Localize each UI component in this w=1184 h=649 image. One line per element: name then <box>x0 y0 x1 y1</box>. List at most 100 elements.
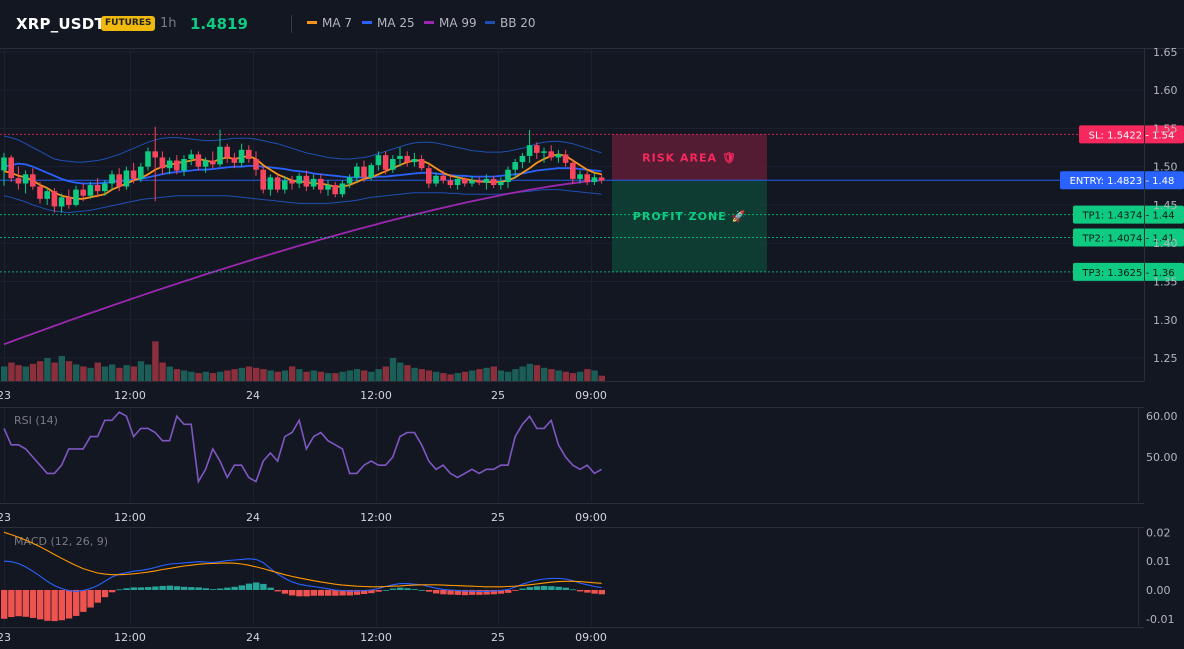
profit-zone[interactable] <box>612 180 767 272</box>
level-tag-sl[interactable] <box>1079 125 1184 144</box>
candle-body[interactable] <box>152 151 158 158</box>
candle-body[interactable] <box>253 159 259 170</box>
candle-body[interactable] <box>555 154 562 158</box>
legend-bb20[interactable]: BB 20 <box>485 0 536 46</box>
candle-body[interactable] <box>1 157 7 171</box>
risk-area-zone[interactable] <box>612 134 767 181</box>
candle-body[interactable] <box>274 177 281 190</box>
candle-body[interactable] <box>73 189 79 205</box>
candle-body[interactable] <box>282 180 288 190</box>
candle-body[interactable] <box>476 180 482 183</box>
candle-body[interactable] <box>354 166 360 178</box>
candle-body[interactable] <box>102 183 108 192</box>
candle-body[interactable] <box>289 180 295 184</box>
candle-body[interactable] <box>382 155 389 170</box>
candle-body[interactable] <box>145 151 151 167</box>
candle-body[interactable] <box>66 197 72 205</box>
legend-ma25[interactable]: MA 25 <box>362 0 415 46</box>
candle-body[interactable] <box>562 154 569 163</box>
candle-body[interactable] <box>303 175 310 187</box>
candle-body[interactable] <box>397 155 403 159</box>
candle-body[interactable] <box>361 166 367 178</box>
candle-body[interactable] <box>433 175 439 184</box>
candle-body[interactable] <box>440 175 446 181</box>
candle-body[interactable] <box>267 177 274 190</box>
candle-body[interactable] <box>519 155 526 163</box>
candle-body[interactable] <box>296 175 302 184</box>
candle-body[interactable] <box>123 170 130 187</box>
candle-body[interactable] <box>332 185 338 195</box>
candle-body[interactable] <box>166 160 173 169</box>
level-tag-tp1[interactable] <box>1073 205 1184 224</box>
candle-body[interactable] <box>541 151 547 153</box>
candle-body[interactable] <box>30 174 36 187</box>
candle-body[interactable] <box>598 177 605 181</box>
level-tag-tp2[interactable] <box>1073 228 1184 247</box>
candle-body[interactable] <box>368 165 374 178</box>
candle-body[interactable] <box>469 180 475 184</box>
candle-body[interactable] <box>210 160 216 165</box>
macd-pane[interactable]: MACD (12, 26, 9) <box>1 531 605 622</box>
candle-body[interactable] <box>238 149 245 163</box>
candle-body[interactable] <box>51 191 58 207</box>
candle-body[interactable] <box>246 149 252 159</box>
candle-body[interactable] <box>44 191 50 199</box>
candle-body[interactable] <box>526 145 533 156</box>
candle-body[interactable] <box>577 174 583 179</box>
candle-body[interactable] <box>87 185 94 196</box>
candle-body[interactable] <box>80 189 86 196</box>
candle-body[interactable] <box>498 181 504 186</box>
candle-body[interactable] <box>483 178 490 183</box>
candle-body[interactable] <box>22 174 29 184</box>
candle-body[interactable] <box>404 155 410 163</box>
candle-body[interactable] <box>418 159 425 169</box>
candle-body[interactable] <box>159 157 166 169</box>
level-tag-tp3[interactable] <box>1073 262 1184 281</box>
candle-body[interactable] <box>411 159 418 163</box>
candle-body[interactable] <box>512 162 518 170</box>
candle-body[interactable] <box>390 159 396 170</box>
candle-body[interactable] <box>346 177 353 184</box>
candle-body[interactable] <box>8 157 14 179</box>
level-tag-entry[interactable] <box>1060 171 1184 190</box>
candle-body[interactable] <box>138 166 144 179</box>
candle-body[interactable] <box>202 160 209 167</box>
candle-body[interactable] <box>534 145 540 153</box>
candle-body[interactable] <box>375 155 382 166</box>
candle-body[interactable] <box>591 177 598 182</box>
candle-body[interactable] <box>94 185 101 192</box>
candle-body[interactable] <box>548 151 554 158</box>
candle-body[interactable] <box>260 169 266 190</box>
candle-body[interactable] <box>116 174 122 187</box>
candle-body[interactable] <box>462 178 468 184</box>
candle-body[interactable] <box>505 169 511 182</box>
rsi-pane[interactable]: RSI (14) <box>3 411 602 485</box>
candle-body[interactable] <box>130 170 137 179</box>
candle-body[interactable] <box>318 178 324 190</box>
candle-body[interactable] <box>174 160 180 171</box>
candle-body[interactable] <box>447 180 454 186</box>
candle-body[interactable] <box>195 154 202 167</box>
price-pane[interactable]: RISK AREA 🛡 PROFIT ZONE 🚀 SL: 1.5422 - 1.5… <box>0 125 1184 381</box>
candle-body[interactable] <box>217 146 223 165</box>
candle-body[interactable] <box>454 178 461 186</box>
candle-body[interactable] <box>224 146 230 158</box>
symbol-label[interactable]: XRP_USDT <box>16 15 105 33</box>
candle-body[interactable] <box>109 174 115 184</box>
legend-ma7[interactable]: MA 7 <box>307 0 352 46</box>
candle-body[interactable] <box>325 185 331 190</box>
legend-ma99[interactable]: MA 99 <box>424 0 477 46</box>
candle-body[interactable] <box>188 154 194 159</box>
interval-label[interactable]: 1h <box>160 16 177 31</box>
candle-body[interactable] <box>339 183 346 195</box>
candle-body[interactable] <box>37 186 43 199</box>
candle-body[interactable] <box>426 168 432 184</box>
candle-body[interactable] <box>181 159 187 171</box>
candle-body[interactable] <box>584 174 590 182</box>
candle-body[interactable] <box>231 157 238 163</box>
candle-body[interactable] <box>310 178 317 187</box>
candle-body[interactable] <box>15 178 22 184</box>
candle-body[interactable] <box>570 162 576 179</box>
candle-body[interactable] <box>490 178 497 186</box>
